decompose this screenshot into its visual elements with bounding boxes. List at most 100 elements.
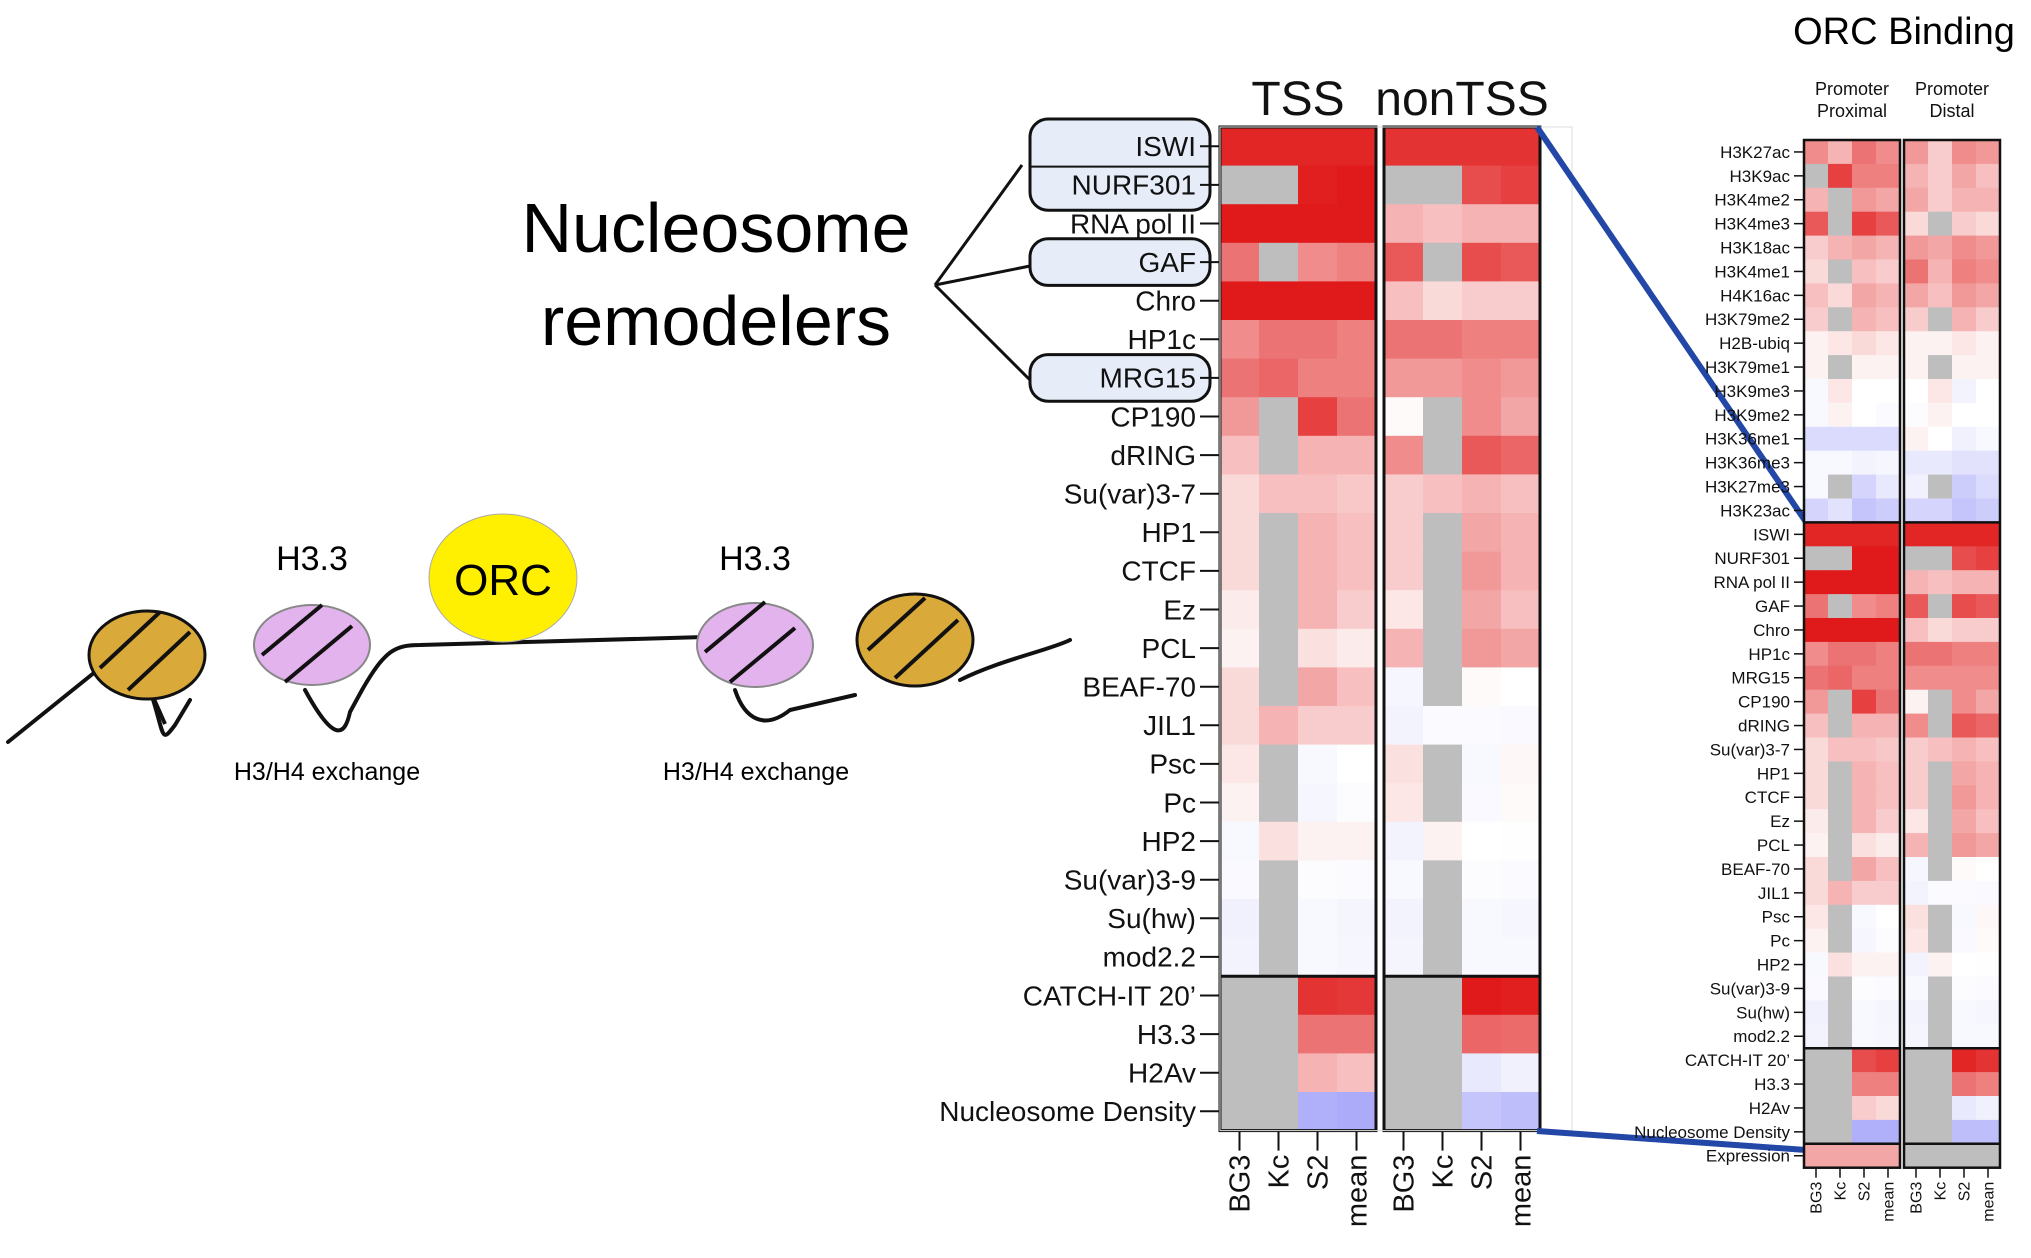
right-cell [1904,522,1929,547]
mid-cell [1384,551,1424,591]
right-cell [1876,618,1901,643]
mid-cell [1423,706,1463,746]
right-cell [1876,880,1901,906]
right-cell [1976,785,2001,810]
right-cell [1804,140,1829,165]
right-cell [1904,426,1929,452]
right-cell [1876,235,1901,260]
right-cell [1852,331,1877,356]
mid-cell [1298,590,1338,630]
right-cell [1904,546,1929,571]
right-cell [1852,689,1877,715]
right-cell [1952,809,1977,834]
mid-row-label: HP1 [1142,517,1196,548]
right-row-label: Ez [1770,812,1790,831]
right-cell [1952,163,1977,189]
right-cell [1976,211,2001,237]
nucleosome-right [855,592,975,688]
mid-cell [1337,474,1377,514]
mid-cell [1298,667,1338,707]
right-cell [1976,307,2001,332]
right-cell [1852,450,1877,476]
right-cell [1852,761,1877,786]
mid-cell [1259,242,1299,282]
mid-cell [1501,706,1541,746]
mid-cell [1298,628,1338,668]
right-cell [1828,618,1853,643]
right-row-label: Nucleosome Density [1634,1123,1790,1142]
right-cell [1804,1048,1829,1073]
right-cell [1952,833,1977,858]
right-cell [1928,450,1953,476]
right-cell [1852,522,1877,547]
mid-cell [1259,320,1299,360]
mid-cell [1501,1053,1541,1093]
mid-cell [1220,976,1260,1016]
right-cell [1952,904,1977,930]
right-cell [1876,187,1901,213]
right-cell [1876,857,1901,882]
right-cell [1828,857,1853,882]
right-cell [1828,1048,1853,1073]
remodeler-pointer-lines [933,164,1032,382]
mid-cell [1220,706,1260,746]
mid-cell [1462,127,1502,167]
right-cell [1876,641,1901,667]
right-cell [1928,928,1953,954]
right-cell [1952,307,1977,332]
mid-cell [1501,590,1541,630]
nucleosome-left [87,609,207,701]
right-cell [1904,665,1929,691]
mid-cell [1337,1092,1377,1132]
mid-cell [1220,628,1260,668]
mid-cell [1462,435,1502,475]
right-row-label: JIL1 [1758,884,1790,903]
right-row-label: H3K36me1 [1705,430,1790,449]
right-cell [1828,426,1853,452]
mid-cell [1259,358,1299,398]
right-cell [1976,402,2001,428]
mid-cell [1220,860,1260,900]
right-cell [1828,976,1853,1001]
right-cell [1852,641,1877,667]
mid-cell [1462,165,1502,205]
mid-cell [1259,744,1299,784]
right-row-label: RNA pol II [1713,573,1790,592]
mid-row-label: Pc [1163,787,1196,818]
mid-cell [1384,706,1424,746]
mid-col-label: Kc [1264,1155,1296,1189]
right-cell [1976,976,2001,1001]
right-cell [1876,976,1901,1001]
mid-cell [1220,744,1260,784]
right-cell [1952,283,1977,308]
right-cell [1976,379,2001,404]
mid-cell [1423,976,1463,1016]
mid-cell [1259,281,1299,321]
mid-cell [1298,706,1338,746]
right-group-title: Promoter [1915,79,1989,99]
right-cell [1952,713,1977,738]
right-cell [1904,594,1929,619]
right-cell [1976,235,2001,260]
right-cell [1928,498,1953,523]
right-cell [1876,928,1901,954]
mid-cell [1462,937,1502,977]
right-row-label: NURF301 [1714,549,1790,568]
right-cell [1928,426,1953,452]
mid-cell [1259,474,1299,514]
mid-cell [1462,899,1502,939]
right-cell [1976,761,2001,786]
right-cell [1904,952,1929,977]
mid-cell [1384,590,1424,630]
right-cell [1928,546,1953,571]
mid-cell [1259,821,1299,861]
mid-cell [1501,976,1541,1016]
right-row-label: HP2 [1757,956,1790,975]
right-cell [1852,474,1877,499]
right-cell [1904,1000,1929,1025]
right-cell [1828,498,1853,523]
exchange-right-label: H3/H4 exchange [663,758,849,786]
mid-cell [1423,744,1463,784]
right-cell [1828,737,1853,762]
right-cell [1904,689,1929,715]
